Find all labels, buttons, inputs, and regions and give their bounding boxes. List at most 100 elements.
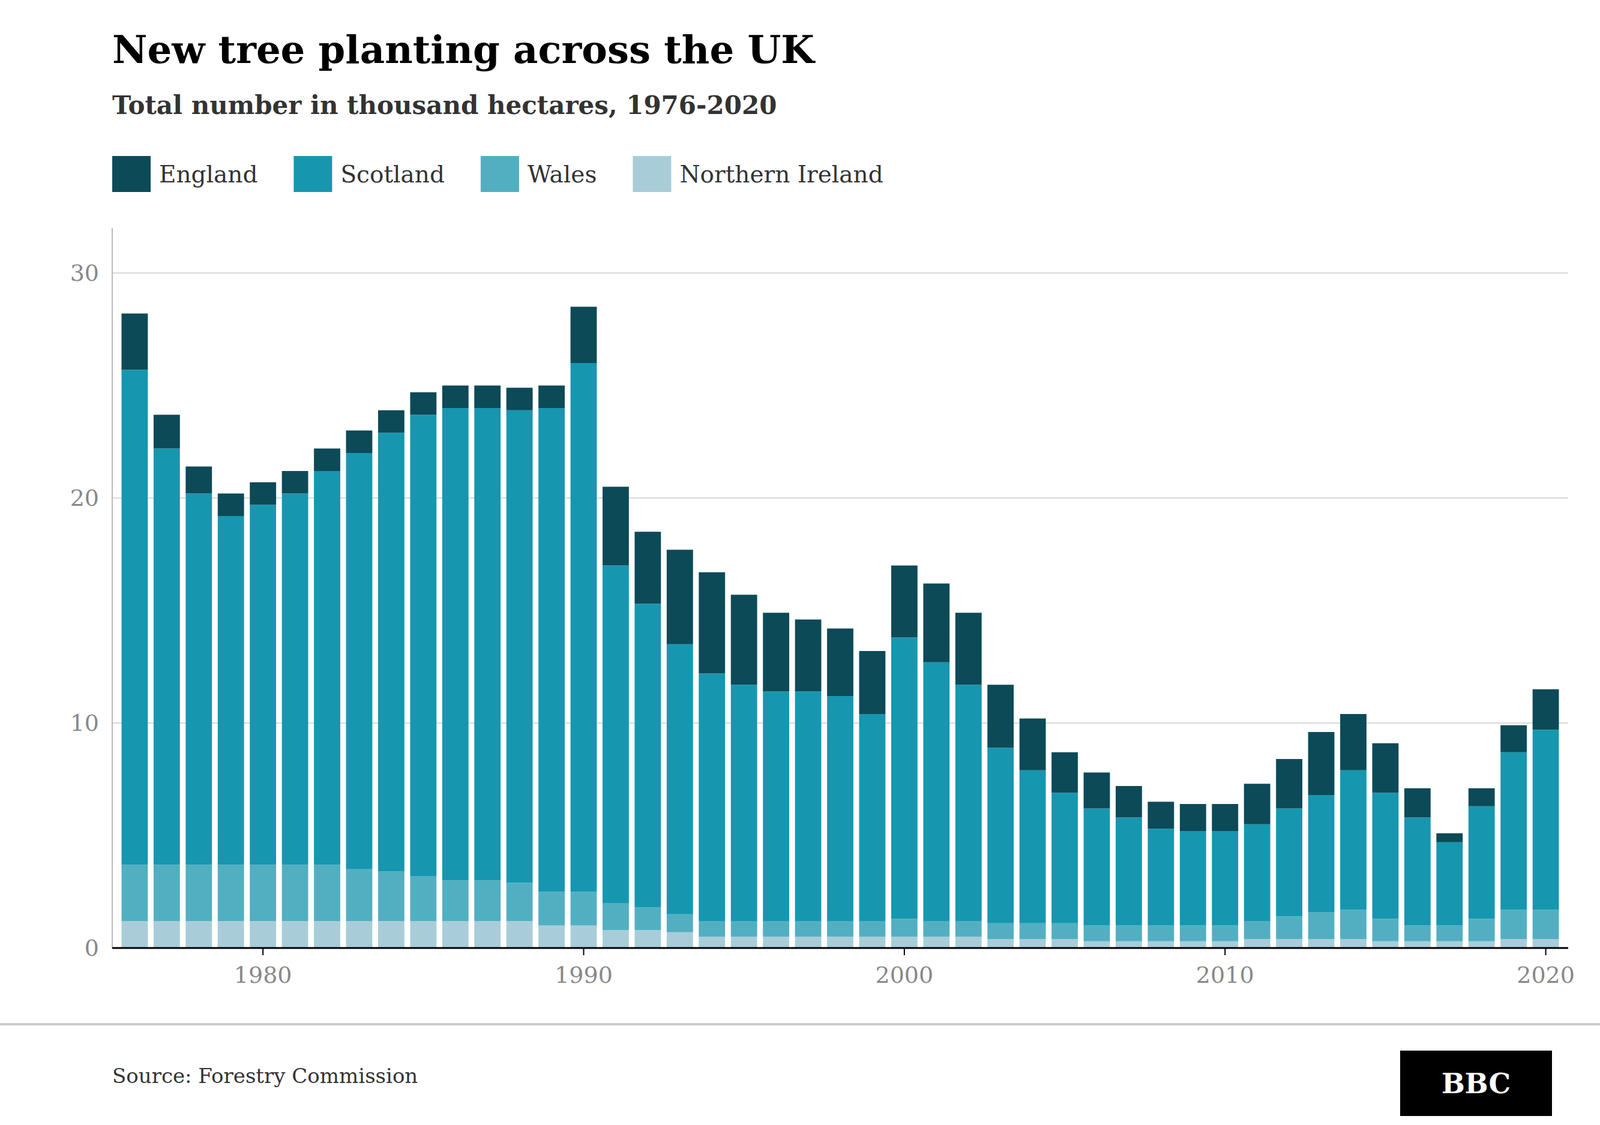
bar (1244, 921, 1271, 940)
bar (217, 864, 245, 922)
x-tick (583, 948, 585, 956)
bar (378, 921, 405, 949)
bar (1115, 941, 1143, 949)
bar (249, 504, 277, 865)
bar (217, 516, 245, 865)
bar (1308, 939, 1335, 949)
bar (1019, 939, 1047, 949)
source: Source: Forestry Commission (112, 1064, 418, 1089)
bar (570, 306, 598, 364)
bar (121, 313, 148, 371)
bar (313, 864, 341, 922)
bar (1244, 824, 1271, 922)
series (121, 306, 1559, 843)
grid (112, 273, 1569, 949)
bar (282, 493, 309, 866)
bar (185, 466, 212, 494)
bar (1147, 801, 1174, 829)
bar (346, 453, 373, 870)
bar (1372, 918, 1399, 942)
bar (795, 619, 822, 692)
bar (955, 684, 982, 922)
bar (730, 921, 758, 937)
bar (1051, 752, 1078, 794)
bar (570, 891, 598, 926)
logo-box (1400, 1050, 1552, 1117)
bar (1211, 941, 1239, 949)
bar (1372, 743, 1399, 794)
x-tick-label: 1990 (554, 962, 613, 989)
bar (730, 936, 758, 949)
bar (666, 549, 694, 645)
legend-swatch (632, 156, 671, 193)
x-axis-line (112, 947, 1569, 950)
bar (313, 471, 341, 865)
bar (474, 921, 501, 949)
bar (1500, 939, 1527, 949)
bar (634, 908, 661, 931)
bar (185, 921, 212, 949)
bar (1147, 941, 1174, 949)
bar (987, 684, 1014, 748)
bar (217, 921, 245, 949)
bar (602, 930, 629, 949)
bar (185, 864, 212, 922)
bar (538, 891, 565, 926)
bar (282, 864, 309, 922)
bar (1179, 831, 1207, 927)
bar (249, 482, 277, 506)
grid-line (112, 947, 1569, 949)
legend-label: England (159, 160, 258, 188)
bar (795, 921, 822, 937)
bar (313, 921, 341, 949)
bar (409, 414, 437, 877)
bar (891, 936, 918, 949)
bar (153, 448, 181, 866)
bar (1308, 912, 1335, 940)
bars (121, 306, 1559, 949)
bar (698, 921, 725, 937)
bar (217, 493, 245, 517)
legend-swatch (293, 156, 332, 193)
bar (1468, 941, 1495, 949)
bar (1436, 842, 1463, 927)
bar (409, 876, 437, 922)
bar (249, 921, 277, 949)
bar (955, 921, 982, 937)
bar (153, 921, 181, 949)
bar (442, 881, 469, 922)
logo: BBC (1441, 1067, 1511, 1101)
bar (1211, 926, 1239, 942)
bar (762, 612, 790, 692)
x-tick-label: 2020 (1516, 962, 1575, 989)
bar (987, 923, 1014, 940)
bar (923, 662, 950, 922)
bar (1340, 714, 1367, 771)
bar (1275, 759, 1303, 810)
x-tick-label: 2010 (1196, 962, 1255, 989)
bar (346, 869, 373, 922)
bar (442, 385, 469, 409)
bar (698, 572, 725, 674)
bar (859, 921, 886, 937)
bar (1083, 926, 1111, 942)
bar (1115, 926, 1143, 942)
bar (1404, 941, 1431, 949)
bar (1179, 941, 1207, 949)
bar (923, 583, 950, 663)
bar (762, 691, 790, 922)
bar (1436, 833, 1463, 843)
bar (1275, 809, 1303, 918)
bar (827, 628, 854, 697)
y-axis-line (111, 228, 113, 949)
bar (955, 936, 982, 949)
bar (538, 408, 565, 892)
bar (1500, 725, 1527, 753)
background (0, 0, 1600, 1125)
legend-swatch (112, 156, 151, 193)
bar (859, 651, 886, 715)
bar (1404, 818, 1431, 927)
bar (1340, 770, 1367, 911)
bar (1147, 926, 1174, 942)
bar (474, 385, 501, 409)
